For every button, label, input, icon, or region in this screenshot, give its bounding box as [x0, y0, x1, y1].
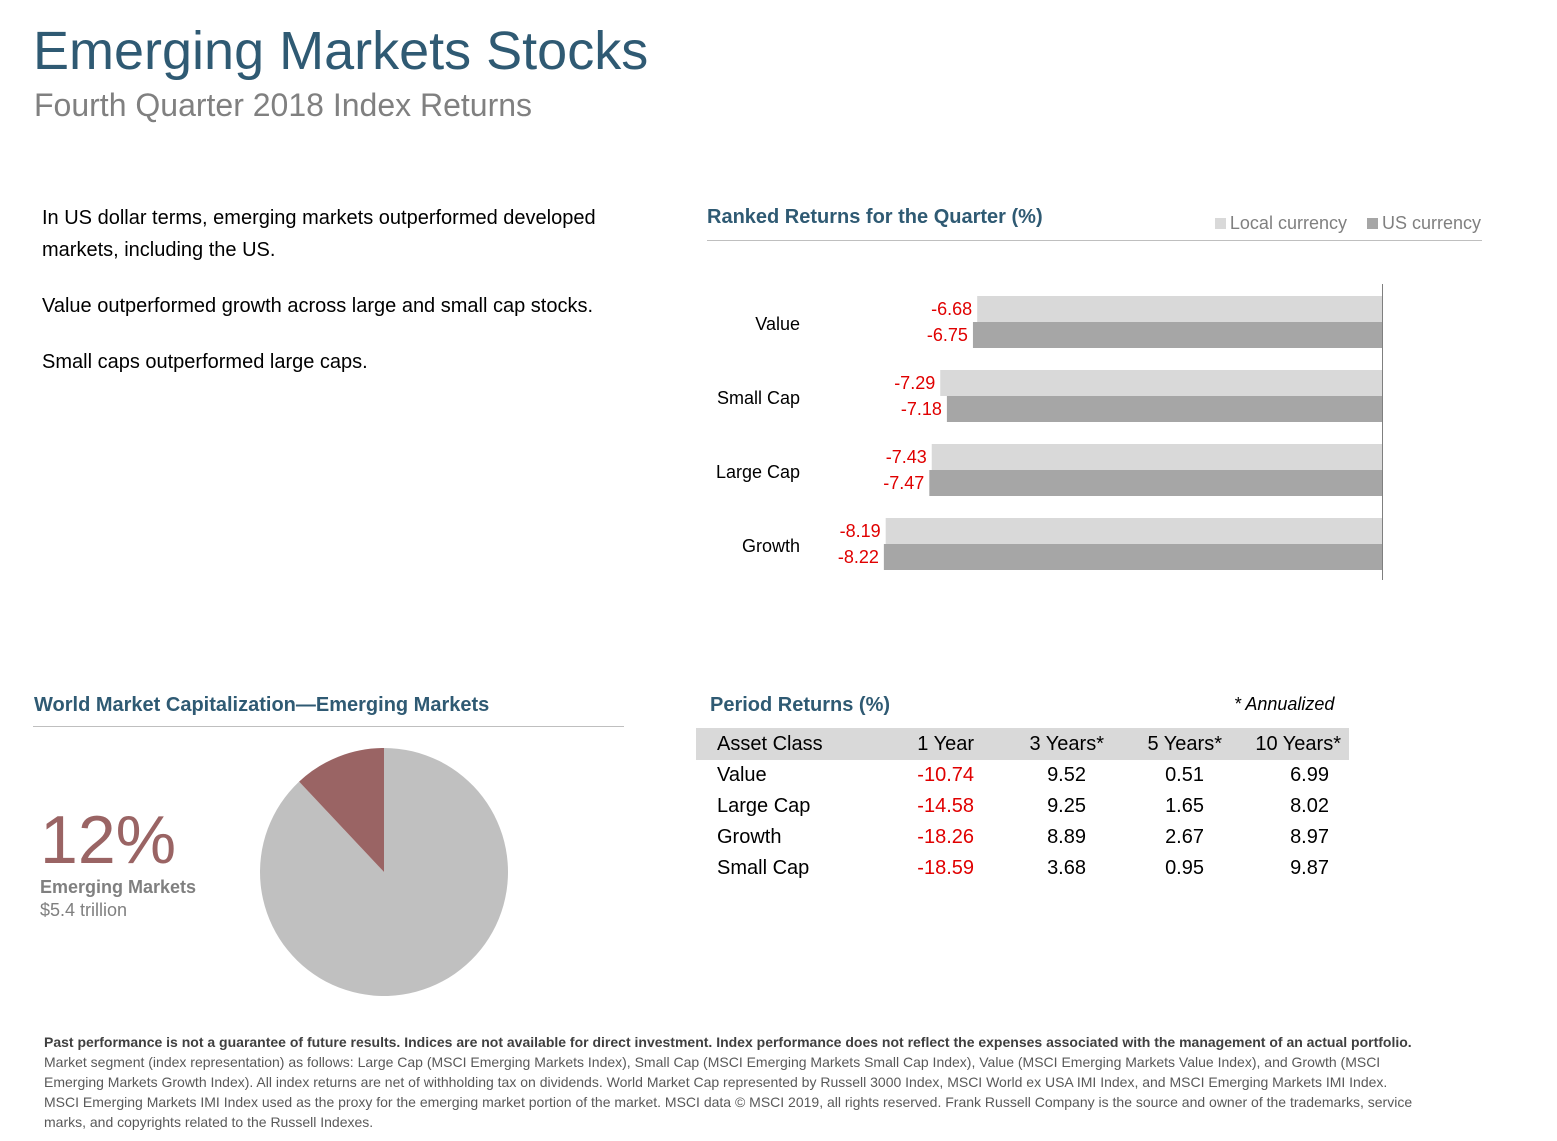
bar [946, 396, 1382, 422]
commentary-paragraph: Small caps outperformed large caps. [42, 351, 368, 373]
returns-table: Asset Class 1 Year 3 Years* 5 Years* 10 … [696, 728, 1349, 884]
legend-label-us: US currency [1381, 213, 1481, 233]
data-label: -7.43 [886, 447, 927, 467]
category-label: Growth [742, 536, 800, 556]
footer-text: Market segment (index representation) as… [44, 1054, 1413, 1130]
data-label: -6.75 [927, 325, 968, 345]
table-cell: 1.65 [1165, 795, 1204, 817]
table-cell: 8.02 [1290, 795, 1329, 817]
legend-label-local: Local currency [1229, 213, 1347, 233]
pie-slice-emerging [299, 748, 384, 872]
period-returns-table: Asset Class 1 Year 3 Years* 5 Years* 10 … [696, 728, 1349, 884]
table-cell: Value [717, 764, 767, 786]
table-cell: 9.87 [1290, 857, 1329, 879]
table-cell: 3.68 [1047, 857, 1086, 879]
table-row: Large Cap -14.58 9.25 1.65 8.02 [696, 791, 1349, 822]
column-header: Asset Class [696, 728, 869, 760]
table-cell: 0.51 [1165, 764, 1204, 786]
ranked-returns-rule [707, 240, 1482, 241]
footer-bold-text: Past performance is not a guarantee of f… [44, 1034, 1412, 1050]
table-cell: -14.58 [917, 795, 974, 817]
data-label: -8.19 [840, 521, 881, 541]
legend-swatch-us [1366, 218, 1378, 229]
commentary-paragraph: Value outperformed growth across large a… [42, 295, 594, 317]
table-row: Growth -18.26 8.89 2.67 8.97 [696, 822, 1349, 853]
emerging-label: Emerging Markets [40, 877, 197, 897]
table-cell: 2.67 [1165, 826, 1204, 848]
bar [929, 470, 1382, 496]
table-cell: Small Cap [717, 857, 810, 879]
category-label: Value [755, 314, 800, 334]
column-header: 3 Years* [974, 728, 1104, 760]
bar [977, 296, 1382, 322]
emerging-percent: 12% [40, 802, 177, 878]
page-title: Emerging Markets Stocks [33, 21, 649, 81]
market-cap-title: World Market Capitalization—Emerging Mar… [34, 694, 490, 716]
table-cell: 9.25 [1047, 795, 1086, 817]
data-label: -7.47 [883, 473, 924, 493]
pie-chart-svg [260, 748, 508, 996]
commentary-paragraph: In US dollar terms, emerging markets out… [42, 207, 596, 261]
ranked-returns-chart: Value -6.68 -6.75 Small Cap -7.29 -7.18 Large … [700, 280, 1400, 595]
bar [940, 370, 1382, 396]
table-cell: 9.52 [1047, 764, 1086, 786]
table-cell: 8.89 [1047, 826, 1086, 848]
emerging-amount: $5.4 trillion [40, 900, 128, 920]
chart-legend: Local currency US currency [1195, 213, 1481, 234]
table-cell: -18.59 [917, 857, 974, 879]
page-subtitle: Fourth Quarter 2018 Index Returns [34, 87, 533, 123]
legend-item-us: US currency [1366, 213, 1481, 234]
table-cell: -18.26 [917, 826, 974, 848]
column-header: 5 Years* [1104, 728, 1222, 760]
bar-chart-svg: Value -6.68 -6.75 Small Cap -7.29 -7.18 Large … [716, 284, 1383, 580]
market-cap-rule [33, 726, 624, 727]
commentary: In US dollar terms, emerging markets out… [42, 202, 662, 402]
table-cell: Growth [717, 826, 782, 848]
bar [972, 322, 1382, 348]
table-header-row: Asset Class 1 Year 3 Years* 5 Years* 10 … [696, 728, 1349, 760]
table-row: Value -10.74 9.52 0.51 6.99 [696, 760, 1349, 791]
data-label: -7.18 [901, 399, 942, 419]
table-cell: 8.97 [1290, 826, 1329, 848]
data-label: -8.22 [838, 547, 879, 567]
ranked-returns-title: Ranked Returns for the Quarter (%) [707, 206, 1043, 228]
legend-swatch-local [1214, 218, 1226, 229]
table-cell: Large Cap [717, 795, 811, 817]
bar [885, 518, 1382, 544]
legend-item-local: Local currency [1214, 213, 1347, 234]
period-returns-title: Period Returns (%) [710, 694, 891, 716]
category-label: Large Cap [716, 462, 800, 482]
data-label: -7.29 [894, 373, 935, 393]
bar [883, 544, 1382, 570]
column-header: 1 Year [869, 728, 974, 760]
annualized-note: * Annualized [1234, 694, 1335, 714]
footer-disclaimer: Past performance is not a guarantee of f… [44, 1032, 1424, 1132]
data-label: -6.68 [931, 299, 972, 319]
bar [931, 444, 1382, 470]
table-cell: -10.74 [917, 764, 974, 786]
table-cell: 0.95 [1165, 857, 1204, 879]
category-label: Small Cap [717, 388, 800, 408]
table-row: Small Cap -18.59 3.68 0.95 9.87 [696, 853, 1349, 884]
column-header: 10 Years* [1222, 728, 1349, 760]
table-cell: 6.99 [1290, 764, 1329, 786]
market-cap-pie [258, 746, 510, 1003]
